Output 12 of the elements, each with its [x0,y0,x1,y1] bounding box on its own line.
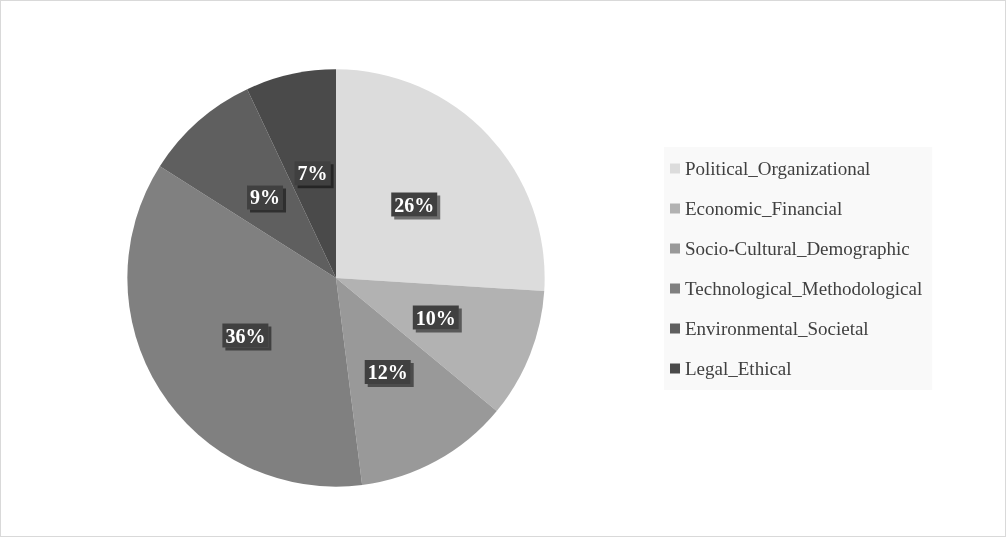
data-label: 36% [225,324,266,347]
data-label: 10% [415,306,456,329]
data-label: 7% [297,162,328,185]
legend-label: Environmental_Societal [685,318,869,339]
legend-label: Legal_Ethical [685,358,792,379]
data-label: 12% [367,361,408,384]
data-label: 26% [394,193,435,216]
legend-label: Political_Organizational [685,158,871,179]
legend-label: Technological_Methodological [685,278,923,299]
data-label: 9% [250,186,281,209]
legend-label: Economic_Financial [685,198,843,219]
legend-label: Socio-Cultural_Demographic [685,238,910,259]
